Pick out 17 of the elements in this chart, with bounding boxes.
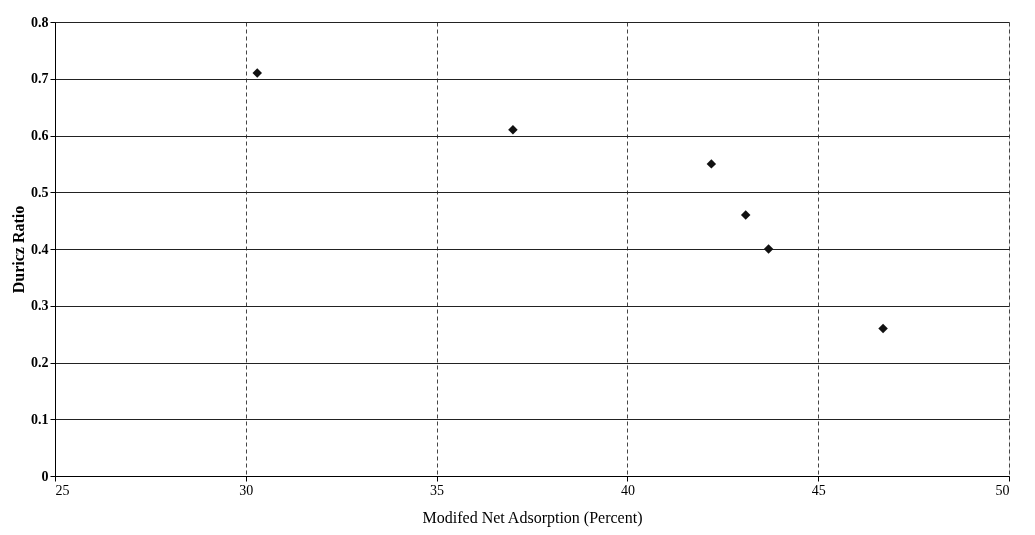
y-tick-label: 0.4 [31,241,49,257]
x-axis-title: Modifed Net Adsorption (Percent) [422,508,643,527]
x-tick-label: 45 [811,482,826,498]
y-tick-label: 0.5 [31,184,49,200]
x-tick-label: 35 [430,482,445,498]
x-tick-label: 40 [620,482,635,498]
y-tick-label: 0.8 [31,14,49,30]
y-tick-label: 0.6 [31,128,49,143]
y-tick-label: 0.1 [31,411,49,427]
y-tick-label: 0.2 [31,355,49,370]
x-tick-label: 25 [55,482,70,498]
y-axis-title: Duricz Ratio [10,205,27,294]
y-tick-label: 0 [41,468,49,484]
y-tick-label: 0.7 [31,71,49,87]
x-tick-label: 30 [239,482,254,498]
y-tick-label: 0.3 [31,298,49,314]
x-tick-label: 50 [995,482,1010,498]
